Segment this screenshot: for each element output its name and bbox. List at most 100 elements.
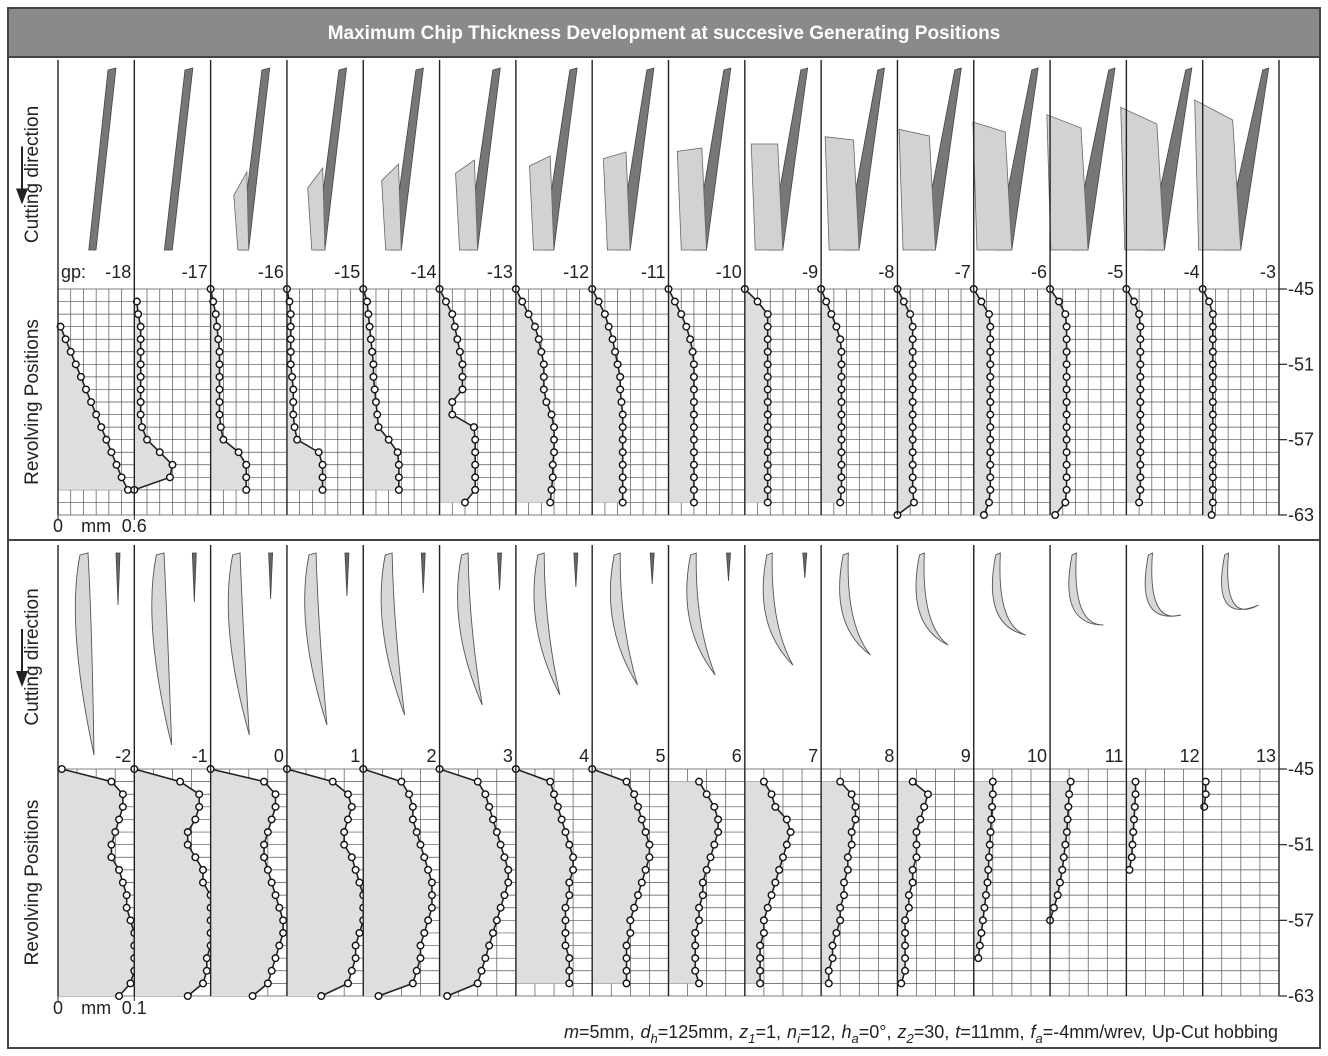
thickness-point xyxy=(137,361,144,368)
thickness-point xyxy=(108,841,115,848)
thickness-point xyxy=(329,778,336,785)
thickness-point xyxy=(623,955,630,962)
thickness-point xyxy=(707,854,714,861)
thickness-point xyxy=(137,336,144,343)
thickness-point xyxy=(987,461,994,468)
thickness-point xyxy=(570,854,577,861)
thickness-point xyxy=(192,816,199,823)
y-tick-label: -45 xyxy=(1288,759,1314,779)
parameter-subscript: a xyxy=(852,1031,859,1046)
thickness-point xyxy=(566,841,573,848)
thickness-point xyxy=(118,474,125,481)
thickness-point xyxy=(570,867,577,874)
thickness-point xyxy=(692,942,699,949)
thickness-point xyxy=(1062,841,1069,848)
thickness-point xyxy=(833,930,840,937)
thickness-point xyxy=(825,967,832,974)
thickness-point xyxy=(772,879,779,886)
thickness-point xyxy=(909,386,916,393)
thickness-point xyxy=(696,778,703,785)
thickness-point xyxy=(474,980,481,987)
thickness-point xyxy=(549,474,556,481)
thickness-point xyxy=(917,816,924,823)
chip-sketch xyxy=(456,160,478,250)
thickness-point xyxy=(116,816,123,823)
thickness-point xyxy=(764,411,771,418)
thickness-point xyxy=(125,487,132,494)
thickness-point xyxy=(838,348,845,355)
thickness-point xyxy=(261,841,268,848)
thickness-point xyxy=(1210,399,1217,406)
thickness-point xyxy=(909,361,916,368)
thickness-point xyxy=(218,424,225,431)
thickness-point xyxy=(921,804,928,811)
thickness-point xyxy=(243,487,250,494)
thickness-point xyxy=(505,879,512,886)
thickness-point xyxy=(841,879,848,886)
thickness-point xyxy=(287,311,294,318)
thickness-point xyxy=(425,867,432,874)
thickness-point xyxy=(67,348,74,355)
thickness-point xyxy=(837,917,844,924)
panel-label: 3 xyxy=(503,746,513,766)
thickness-point xyxy=(646,854,653,861)
chip-sketch xyxy=(751,144,783,250)
thickness-point xyxy=(619,461,626,468)
thickness-point xyxy=(1130,829,1137,836)
thickness-point xyxy=(617,374,624,381)
thickness-point xyxy=(167,474,174,481)
thickness-point xyxy=(184,841,191,848)
thickness-point xyxy=(429,904,436,911)
thickness-point xyxy=(909,867,916,874)
thickness-point xyxy=(265,867,272,874)
parameter-value: =12, xyxy=(800,1022,836,1042)
thickness-point xyxy=(837,336,844,343)
thickness-point xyxy=(696,904,703,911)
thickness-point xyxy=(692,967,699,974)
thickness-point xyxy=(486,942,493,949)
panel-label: 8 xyxy=(884,746,894,766)
thickness-point xyxy=(1132,791,1139,798)
thickness-point xyxy=(345,980,352,987)
thickness-point xyxy=(280,930,287,937)
thickness-point xyxy=(1131,816,1138,823)
thickness-point xyxy=(902,967,909,974)
thickness-point xyxy=(294,436,301,443)
parameter-symbol: z xyxy=(896,1022,906,1042)
y-tick-label: -57 xyxy=(1288,430,1314,450)
thickness-point xyxy=(268,967,275,974)
thickness-point xyxy=(825,980,832,987)
thickness-point xyxy=(764,449,771,456)
thickness-point xyxy=(764,904,771,911)
thickness-point xyxy=(618,399,625,406)
thickness-point xyxy=(1136,311,1143,318)
thickness-point xyxy=(691,449,698,456)
thickness-point xyxy=(602,311,609,318)
thickness-point xyxy=(975,955,982,962)
thickness-point xyxy=(562,917,569,924)
thickness-point xyxy=(913,829,920,836)
thickness-point xyxy=(764,361,771,368)
thickness-point xyxy=(493,829,500,836)
thickness-point xyxy=(845,854,852,861)
thickness-point xyxy=(59,766,66,773)
thickness-point xyxy=(1056,298,1063,305)
thickness-point xyxy=(687,336,694,343)
thickness-point xyxy=(541,361,548,368)
parameter-symbol: z xyxy=(738,1022,748,1042)
thickness-point xyxy=(349,804,356,811)
thickness-point xyxy=(838,399,845,406)
thickness-point xyxy=(417,955,424,962)
thickness-point xyxy=(703,791,710,798)
thickness-point xyxy=(120,791,127,798)
thickness-point xyxy=(214,323,221,330)
thickness-point xyxy=(907,311,914,318)
thickness-point xyxy=(108,854,115,861)
thickness-point xyxy=(319,474,326,481)
thickness-point xyxy=(902,955,909,962)
thickness-point xyxy=(421,854,428,861)
thickness-point xyxy=(73,361,80,368)
thickness-point xyxy=(365,311,372,318)
thickness-point xyxy=(764,311,771,318)
thickness-point xyxy=(981,512,988,519)
